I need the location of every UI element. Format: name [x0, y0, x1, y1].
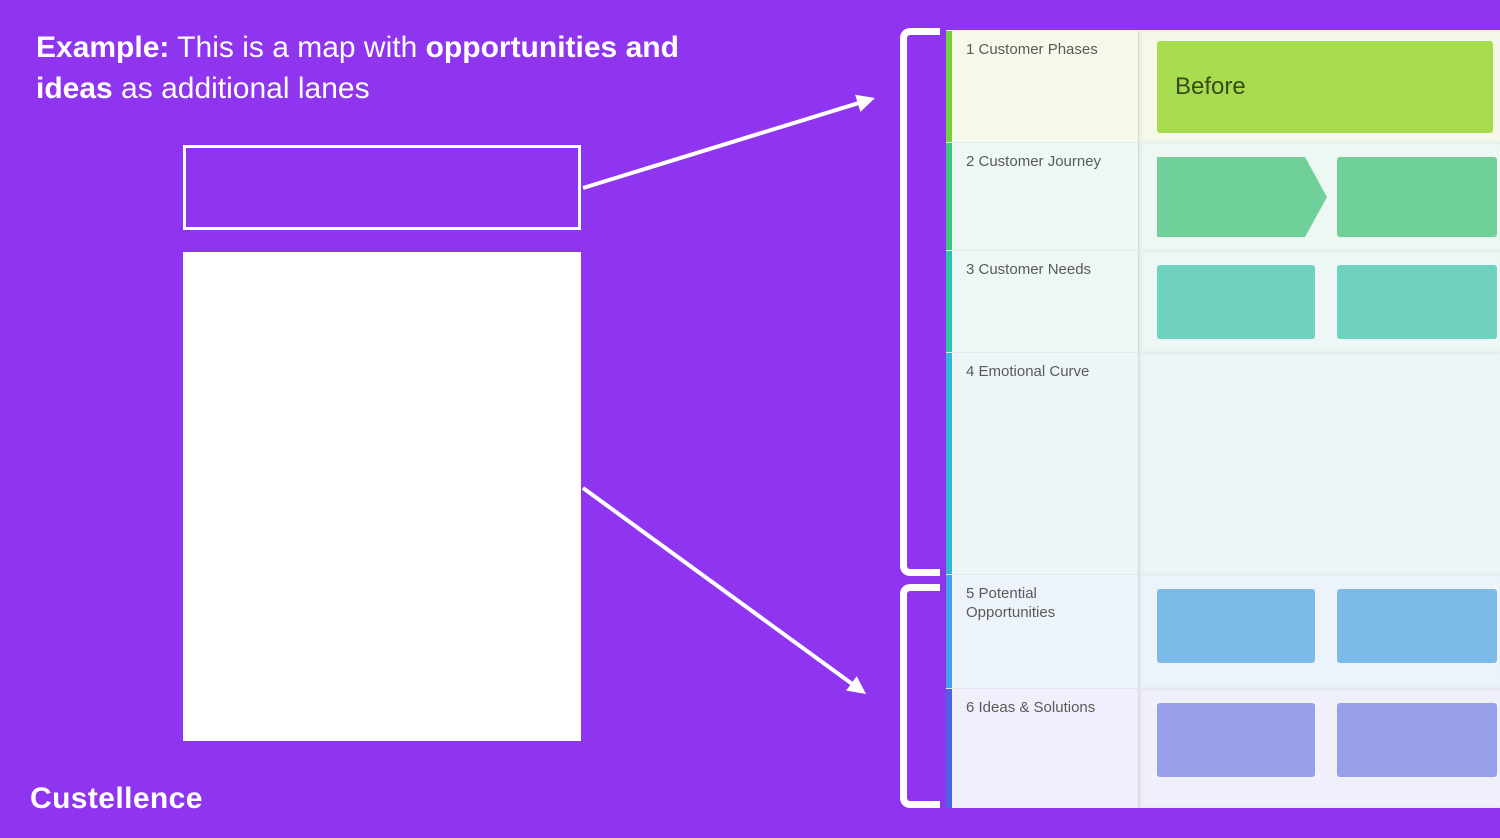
lane-content: Before — [1138, 31, 1500, 142]
phase-card[interactable]: Before — [1157, 41, 1493, 133]
lane-label: 2 Customer Journey — [966, 153, 1116, 172]
lane-opportunities: 5 Potential Opportunities — [946, 574, 1500, 688]
lane-card[interactable] — [1337, 703, 1497, 777]
lane-card[interactable] — [1337, 157, 1497, 237]
brand-logo-text: Custellence — [30, 782, 203, 816]
lane-card[interactable] — [1157, 703, 1315, 777]
lane-label: 6 Ideas & Solutions — [966, 699, 1116, 718]
lane-label: 1 Customer Phases — [966, 41, 1116, 60]
lane-stripe — [946, 689, 952, 808]
lane-ideas: 6 Ideas & Solutions — [946, 688, 1500, 808]
lane-stripe — [946, 143, 952, 250]
title-prefix: Example: — [36, 31, 169, 64]
lane-content — [1138, 689, 1500, 808]
lane-stripe — [946, 251, 952, 352]
journey-map-panel: 1 Customer Phases Before 2 Customer Journe… — [946, 30, 1500, 808]
bracket-bottom — [900, 584, 940, 808]
lane-label: 5 Potential Opportunities — [966, 585, 1116, 623]
lane-content — [1138, 251, 1500, 352]
wireframe-body-box — [183, 252, 581, 741]
arrow-bottom — [563, 468, 886, 714]
wireframe-header-box — [183, 145, 581, 230]
lane-card[interactable] — [1157, 265, 1315, 339]
phase-card-label: Before — [1175, 73, 1246, 101]
lane-journey: 2 Customer Journey — [946, 142, 1500, 250]
lane-card[interactable] — [1337, 265, 1497, 339]
lane-content — [1138, 143, 1500, 250]
lane-card[interactable] — [1157, 589, 1315, 663]
lane-label: 4 Emotional Curve — [966, 363, 1116, 382]
lane-needs: 3 Customer Needs — [946, 250, 1500, 352]
lane-content — [1138, 575, 1500, 688]
lane-stripe — [946, 353, 952, 574]
bracket-top — [900, 28, 940, 576]
lane-card[interactable] — [1337, 589, 1497, 663]
lane-content — [1138, 353, 1500, 574]
title-mid: This is a map with — [169, 31, 425, 64]
lane-label: 3 Customer Needs — [966, 261, 1116, 280]
title-suffix: as additional lanes — [113, 72, 370, 105]
lane-stripe — [946, 575, 952, 688]
journey-step-chevron[interactable] — [1157, 157, 1327, 237]
lane-emotional: 4 Emotional Curve — [946, 352, 1500, 574]
arrow-top — [563, 78, 895, 208]
lane-phases: 1 Customer Phases Before — [946, 30, 1500, 142]
lane-stripe — [946, 31, 952, 142]
